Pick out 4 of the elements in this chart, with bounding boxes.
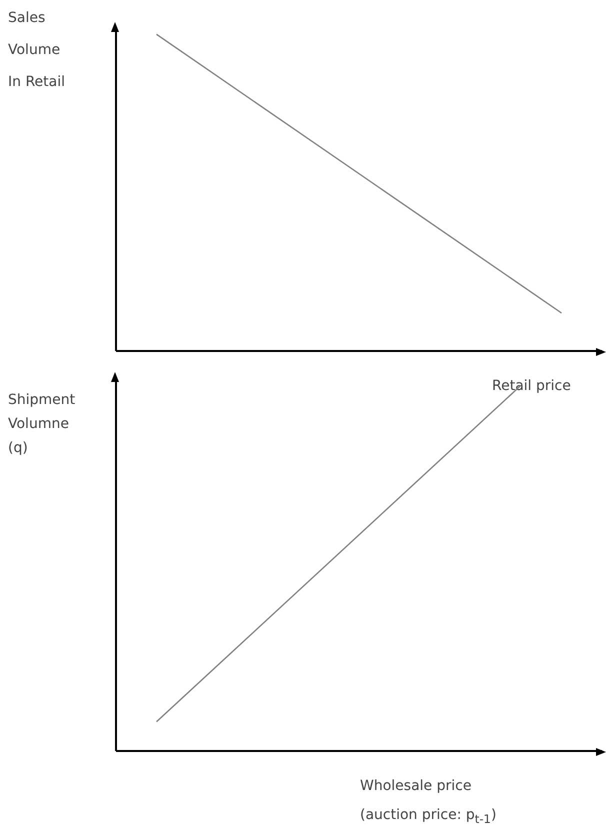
y-axis-title: Sales Volume In Retail [8, 9, 66, 92]
y-axis-title: Shipment Volumne (q) [8, 391, 76, 458]
x-axis-title: Retail price [492, 377, 571, 396]
x-axis-title: Wholesale price (auction price: p$_{t-1}$) [360, 777, 496, 828]
